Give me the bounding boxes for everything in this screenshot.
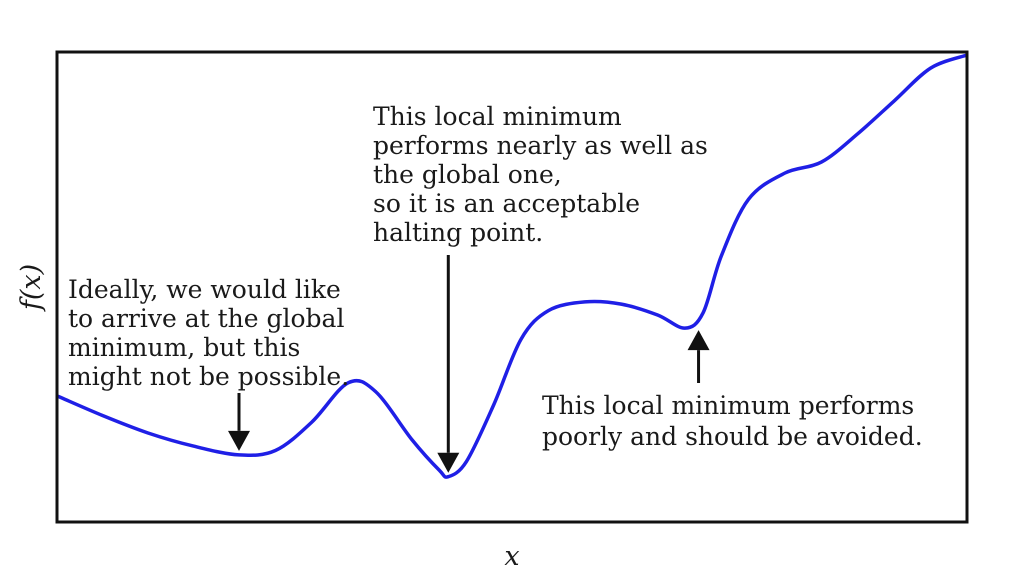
function-curve	[56, 53, 968, 479]
annotation-2-line: halting point.	[373, 218, 543, 247]
plot-frame	[55, 50, 969, 524]
annotation-2-arrow-head	[437, 452, 460, 473]
x-axis-label: x	[504, 541, 519, 572]
annotation-3-line: This local minimum performs	[542, 391, 914, 420]
y-axis-label: f(x)	[16, 264, 47, 312]
annotation-1-line: to arrive at the global	[68, 304, 344, 333]
annotation-3-arrow-head	[687, 330, 710, 351]
annotation-layer: Ideally, we would like to arrive at the g…	[68, 102, 923, 451]
annotation-1: Ideally, we would like to arrive at the g…	[68, 275, 349, 391]
annotation-1-arrow-head	[228, 430, 250, 451]
annotation-3: This local minimum performs poorly and sh…	[542, 391, 923, 451]
annotation-1-line: might not be possible.	[68, 362, 349, 391]
annotation-2-line: so it is an acceptable	[373, 189, 640, 218]
annotation-3-line: poorly and should be avoided.	[542, 422, 923, 451]
annotation-1-line: minimum, but this	[68, 333, 300, 362]
annotation-2-line: performs nearly as well as	[373, 131, 708, 160]
curve-layer	[56, 53, 968, 479]
annotation-2-line: This local minimum	[373, 102, 622, 131]
arrow-layer	[228, 255, 710, 473]
annotation-1-line: Ideally, we would like	[68, 275, 341, 304]
annotation-2: This local minimum performs nearly as wel…	[373, 102, 708, 247]
annotation-2-line: the global one,	[373, 160, 562, 189]
